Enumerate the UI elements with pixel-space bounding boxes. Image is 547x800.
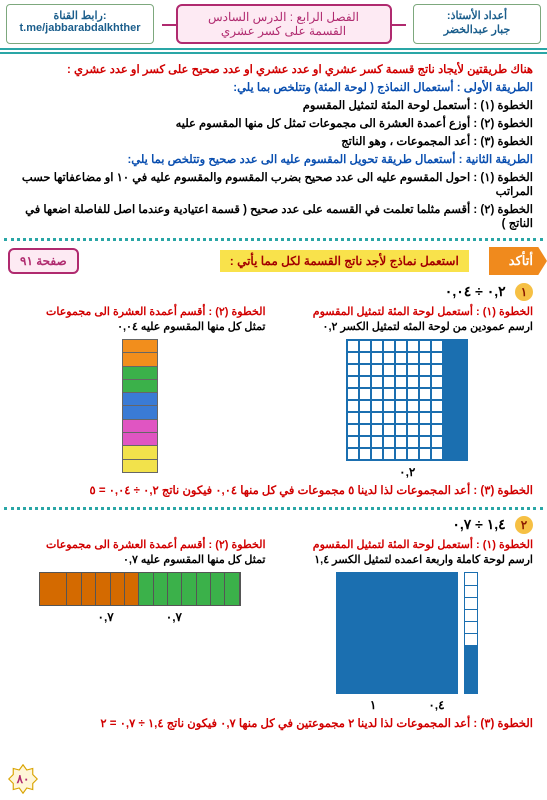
- m1-step1: الخطوة (١) : أستعمل لوحة المئة لتمثيل ال…: [0, 96, 547, 114]
- problem-1-columns: الخطوة (١) : أستعمل لوحة المئة لتمثيل ال…: [0, 305, 547, 479]
- dotted-separator-1: [4, 238, 543, 241]
- page-number-star: ٨٠: [8, 764, 38, 794]
- intro-line: هناك طريقتين لأيجاد ناتج قسمة كسر عشري ا…: [0, 60, 547, 78]
- p1-step2-col: الخطوة (٢) : أقسم أعمدة العشرة الى مجموع…: [14, 305, 266, 479]
- problem-2-equation: ١,٤ ÷ ٠,٧: [452, 516, 505, 532]
- p2-axis-b: ١: [370, 698, 376, 712]
- p1-axis-label: ٠,٢: [282, 465, 534, 479]
- p1-grid-pair: [282, 339, 534, 461]
- title-line2: القسمة على كسر عشري: [184, 24, 384, 38]
- author-box: أعداد الأستاذ: جبار عبدالخضر: [413, 4, 541, 44]
- problem-1-number: ١: [515, 283, 533, 301]
- p1-result: الخطوة (٣) : أعد المجموعات لذا لدينا ٥ م…: [0, 479, 547, 501]
- p2-axis-a: ٠,٤: [428, 698, 444, 712]
- p2-step1-col: الخطوة (١) : أستعمل لوحة المئة لتمثيل ال…: [282, 538, 534, 712]
- page-header: أعداد الأستاذ: جبار عبدالخضر الفصل الراب…: [0, 0, 547, 44]
- method2-head: الطريقة الثانية : أستعمال طريقة تحويل ال…: [0, 150, 547, 168]
- assert-badge: أتأكد: [489, 247, 547, 275]
- channel-link-box: رابط القناة: t.me/jabbarabdalkhther: [6, 4, 154, 44]
- p2-s2-label: الخطوة (٢) : أقسم أعمدة العشرة الى مجموع…: [14, 538, 266, 551]
- problem-1-equation: ٠,٢ ÷ ٠,٠٤: [445, 283, 506, 299]
- p2-s1-label: الخطوة (١) : أستعمل لوحة المئة لتمثيل ال…: [282, 538, 534, 551]
- dotted-separator-2: [4, 507, 543, 510]
- problem-2-columns: الخطوة (١) : أستعمل لوحة المئة لتمثيل ال…: [0, 538, 547, 712]
- p2-axis-c: ٠,٧: [166, 610, 182, 624]
- link-url: t.me/jabbarabdalkhther: [15, 22, 145, 34]
- p2-hundred-grid: [336, 572, 458, 694]
- p2-two-row-block: [39, 572, 241, 606]
- source-page-tag: صفحة ٩١: [8, 248, 79, 274]
- p1-s2-label: الخطوة (٢) : أقسم أعمدة العشرة الى مجموع…: [14, 305, 266, 318]
- m2-step2: الخطوة (٢) : أقسم مثلما تعلمت في القسمه …: [0, 200, 547, 232]
- lesson-title-box: الفصل الرابع : الدرس السادس القسمة على ك…: [176, 4, 392, 44]
- problem-1-header: ١ ٠,٢ ÷ ٠,٠٤: [0, 281, 547, 305]
- p1-s2-sub: تمثل كل منها المقسوم عليه ٠,٠٤: [14, 318, 266, 339]
- instruction-strip: استعمل نماذج لأجد ناتج القسمة لكل مما يأ…: [220, 250, 469, 272]
- m2-step1: الخطوة (١) : احول المقسوم عليه الى عدد ص…: [0, 168, 547, 200]
- p1-color-column: [122, 339, 158, 473]
- p1-s1-label: الخطوة (١) : أستعمل لوحة المئة لتمثيل ال…: [282, 305, 534, 318]
- link-label: رابط القناة:: [15, 9, 145, 22]
- p2-result: الخطوة (٣) : أعد المجموعات لذا لدينا ٢ م…: [0, 712, 547, 734]
- p2-step2-col: الخطوة (٢) : أقسم أعمدة العشرة الى مجموع…: [14, 538, 266, 712]
- problem-2-number: ٢: [515, 516, 533, 534]
- problem-2-header: ٢ ١,٤ ÷ ٠,٧: [0, 514, 547, 538]
- m1-step2: الخطوة (٢) : أوزع أعمدة العشرة الى مجموع…: [0, 114, 547, 132]
- p2-axis-pair-2: ٠,٧ ٠,٧: [14, 610, 266, 624]
- author-label: أعداد الأستاذ:: [422, 9, 532, 23]
- method1-head: الطريقة الأولى : أستعمال النماذج ( لوحة …: [0, 78, 547, 96]
- p1-hundred-grid: [346, 339, 468, 461]
- p2-axis-d: ٠,٧: [98, 610, 114, 624]
- assert-row: أتأكد استعمل نماذج لأجد ناتج القسمة لكل …: [0, 245, 547, 281]
- p2-s1-sub: ارسم لوحة كاملة واربعة اعمده لتمثيل الكس…: [282, 551, 534, 572]
- p2-grid-wrap: [282, 572, 534, 694]
- p2-s2-sub: تمثل كل منها المقسوم عليه ٠,٧: [14, 551, 266, 572]
- p2-axis-pair: ٠,٤ ١: [282, 698, 534, 712]
- header-rule: [0, 48, 547, 54]
- p1-step1-col: الخطوة (١) : أستعمل لوحة المئة لتمثيل ال…: [282, 305, 534, 479]
- m1-step3: الخطوة (٣) : أعد المجموعات ، وهو الناتج: [0, 132, 547, 150]
- title-line1: الفصل الرابع : الدرس السادس: [184, 10, 384, 24]
- page-number: ٨٠: [8, 764, 38, 794]
- p1-s1-sub: ارسم عمودين من لوحة المئه لتمثيل الكسر ٠…: [282, 318, 534, 339]
- p2-partial-strip: [464, 572, 478, 694]
- author-name: جبار عبدالخضر: [422, 23, 532, 37]
